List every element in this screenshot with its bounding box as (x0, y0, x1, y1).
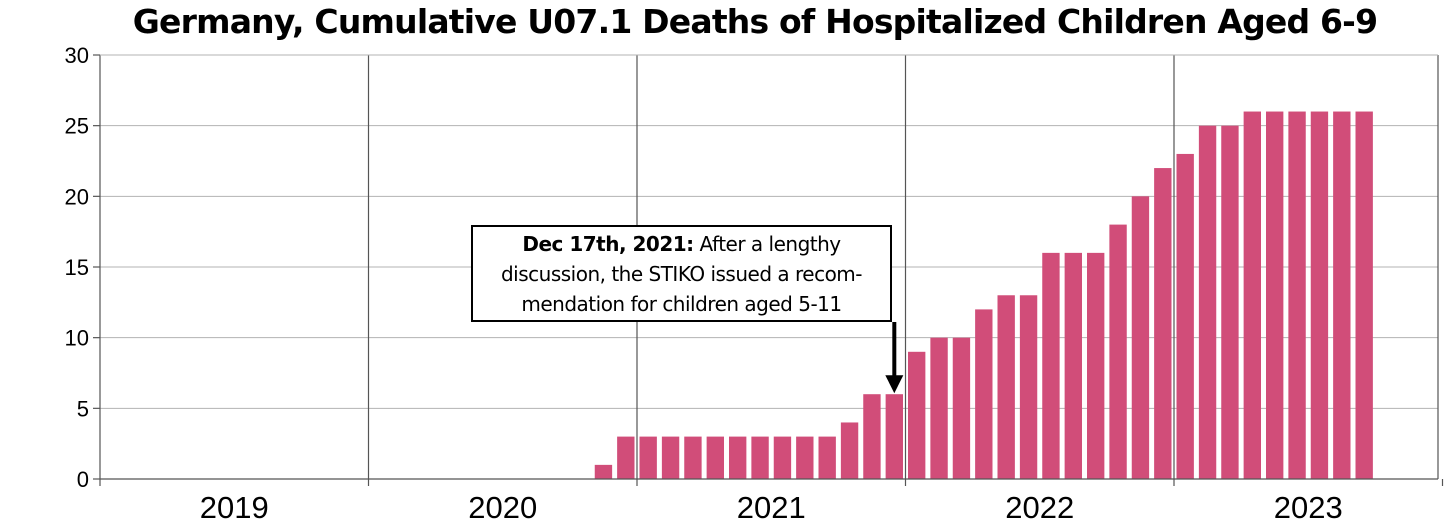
bar (773, 436, 792, 479)
bar (1042, 252, 1060, 479)
bar (1087, 252, 1105, 479)
annotation-date: Dec 17th, 2021: (522, 232, 694, 256)
bar (796, 436, 814, 479)
bar (1333, 111, 1351, 480)
bar (952, 337, 971, 479)
x-tick-label: 2020 (468, 490, 537, 524)
bar (706, 436, 724, 479)
bar (1310, 111, 1329, 480)
y-tick-label: 25 (65, 114, 89, 139)
x-tick-label: 2021 (737, 490, 806, 524)
bar (1221, 125, 1239, 480)
bar (1176, 153, 1194, 479)
bar (1131, 196, 1150, 480)
bar (908, 351, 926, 479)
bar (840, 422, 859, 479)
y-tick-label: 20 (65, 184, 89, 209)
x-tick-label: 2023 (1274, 490, 1343, 524)
x-tick-label: 2019 (200, 490, 269, 524)
y-tick-label: 30 (65, 43, 89, 68)
bar (1064, 252, 1082, 479)
bar (997, 295, 1015, 479)
y-tick-label: 0 (77, 467, 89, 492)
bar (661, 436, 680, 479)
bar (818, 436, 836, 479)
y-tick-label: 5 (77, 396, 89, 421)
bar (930, 337, 948, 479)
annotation-arrow-head (885, 375, 904, 394)
bar (1198, 125, 1217, 480)
y-tick-label: 10 (65, 326, 89, 351)
bar (751, 436, 769, 479)
y-tick-label: 15 (65, 255, 89, 280)
bar (684, 436, 702, 479)
bar (1266, 111, 1284, 480)
bar (639, 436, 657, 479)
bar (617, 436, 635, 479)
bar (1154, 168, 1172, 480)
bar (885, 394, 903, 479)
bar (594, 464, 613, 479)
bar (1109, 224, 1127, 479)
bar (1019, 295, 1038, 479)
chart-title: Germany, Cumulative U07.1 Deaths of Hosp… (132, 2, 1378, 41)
bar (1355, 111, 1373, 480)
bar (1288, 111, 1306, 480)
bar (729, 436, 747, 479)
bar (863, 394, 881, 479)
annotation-box: Dec 17th, 2021: After a lengthy discussi… (471, 225, 892, 322)
x-tick-label: 2022 (1005, 490, 1074, 524)
bar (1243, 111, 1261, 480)
bar (975, 309, 993, 479)
